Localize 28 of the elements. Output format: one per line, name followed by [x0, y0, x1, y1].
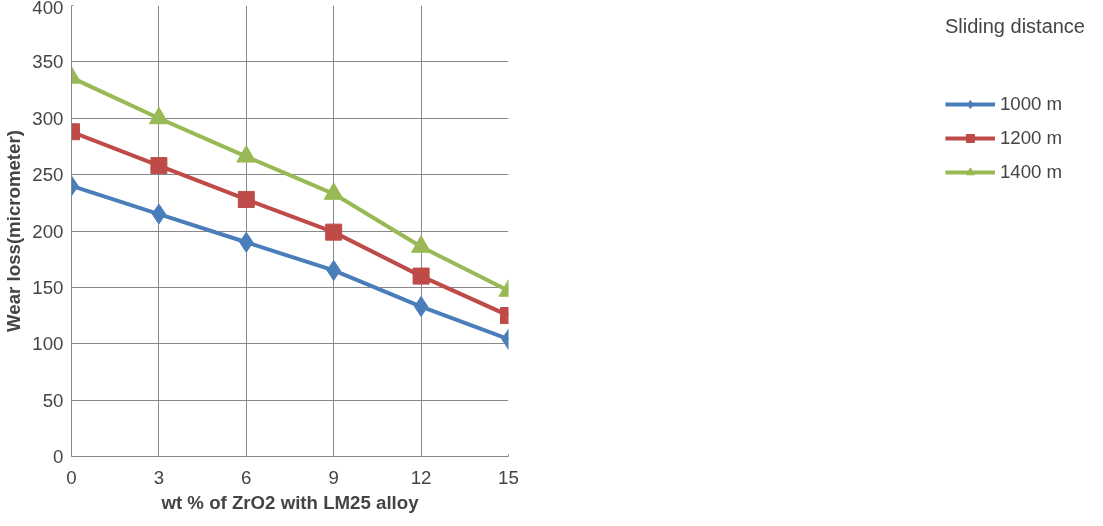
point: [237, 190, 255, 208]
y-tick-label: 0: [53, 446, 64, 467]
y-axis-title: Wear loss(micrometer): [3, 130, 25, 332]
x-tick-label: 6: [241, 466, 252, 488]
y-tick-label: 250: [32, 164, 64, 186]
y-tick-label: 150: [32, 276, 64, 298]
point: [413, 296, 429, 318]
x-tick-label: 15: [498, 466, 519, 488]
y-tick-label: 300: [32, 107, 64, 129]
legend-label: 1200 m: [999, 127, 1063, 149]
point: [150, 157, 168, 175]
legend-label: 1400 m: [999, 161, 1063, 183]
y-tick-label: 400: [32, 0, 64, 18]
legend-title: Sliding distance: [944, 15, 1085, 38]
point: [236, 145, 257, 163]
y-tick-label: 100: [32, 333, 64, 355]
point: [151, 203, 167, 225]
y-tick-label: 200: [32, 220, 64, 242]
y-tick-label: 350: [32, 51, 64, 73]
y-tick-label: 50: [42, 389, 64, 411]
x-tick-label: 12: [410, 466, 432, 488]
x-tick-label: 9: [328, 466, 339, 488]
legend-label: 1000 m: [999, 93, 1063, 115]
point: [412, 267, 430, 285]
x-tick-label: 3: [153, 466, 165, 488]
point: [323, 182, 344, 200]
x-axis-title: wt % of ZrO2 with LM25 alloy: [160, 491, 420, 513]
point: [325, 223, 343, 241]
